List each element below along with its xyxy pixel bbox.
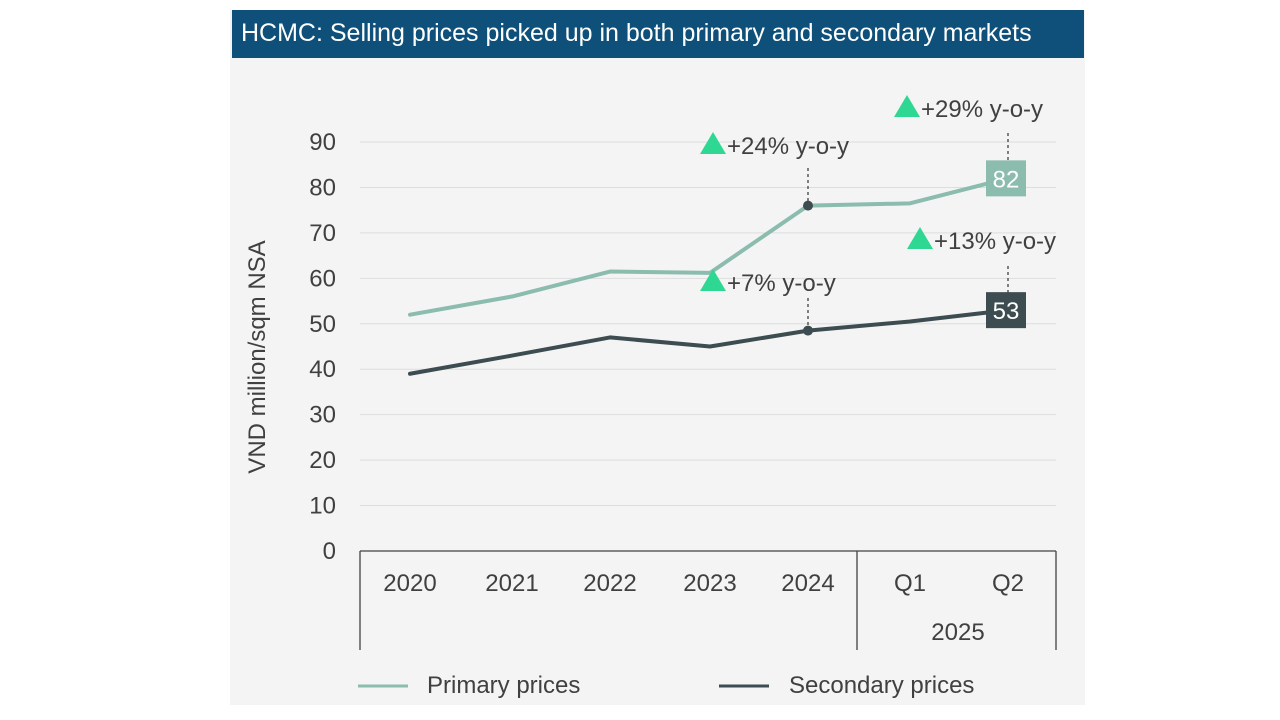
y-tick-label: 70 <box>309 220 336 247</box>
y-tick-label: 80 <box>309 174 336 201</box>
legend: Primary prices Secondary prices <box>358 672 974 699</box>
y-axis-ticks: 0 10 20 30 40 50 60 70 80 90 <box>309 129 336 565</box>
annotation-point-marker <box>803 325 813 336</box>
y-tick-label: 10 <box>309 493 336 520</box>
annotation-label: +7% y-o-y <box>727 270 836 297</box>
annotation-point-marker <box>803 200 813 211</box>
y-tick-label: 40 <box>309 356 336 383</box>
y-tick-label: 30 <box>309 402 336 429</box>
chart-panel <box>230 10 1085 705</box>
up-triangle-icon <box>907 227 933 249</box>
end-value-label: 53 <box>993 298 1020 325</box>
annotations: +24% y-o-y +7% y-o-y +29% y-o-y +13% y-o-y 8… <box>700 95 1056 336</box>
x-tick-label: 2020 <box>383 570 436 597</box>
x-tick-label: 2021 <box>485 570 538 597</box>
x-tick-label: 2024 <box>781 570 834 597</box>
up-triangle-icon <box>700 269 726 291</box>
x-axis: 2020 2021 2022 2023 2024 Q1 Q2 2025 <box>359 550 1057 650</box>
annotation-label: +29% y-o-y <box>921 96 1043 123</box>
chart-title: HCMC: Selling prices picked up in both p… <box>241 19 1032 47</box>
up-triangle-icon <box>700 132 726 154</box>
x-tick-label: 2022 <box>583 570 636 597</box>
x-tick-label: Q2 <box>992 570 1024 597</box>
secondary-prices-line <box>408 308 1010 376</box>
end-value-label: 82 <box>993 166 1020 193</box>
title-bar <box>232 10 1084 58</box>
legend-label: Secondary prices <box>789 672 974 699</box>
end-value-box <box>986 160 1026 197</box>
end-value-box <box>986 292 1026 329</box>
up-triangle-icon <box>894 95 920 117</box>
y-tick-label: 60 <box>309 265 336 292</box>
x-tick-label: 2023 <box>683 570 736 597</box>
y-axis-title: VND million/sqm NSA <box>244 240 271 473</box>
y-tick-label: 50 <box>309 311 336 338</box>
annotation-label: +13% y-o-y <box>934 228 1056 255</box>
gridlines <box>360 141 1056 507</box>
y-tick-label: 0 <box>323 538 336 565</box>
y-tick-label: 20 <box>309 447 336 474</box>
x-tick-label: Q1 <box>894 570 926 597</box>
x-group-label: 2025 <box>931 619 984 646</box>
y-tick-label: 90 <box>309 129 336 156</box>
annotation-label: +24% y-o-y <box>727 133 849 160</box>
legend-label: Primary prices <box>427 672 580 699</box>
